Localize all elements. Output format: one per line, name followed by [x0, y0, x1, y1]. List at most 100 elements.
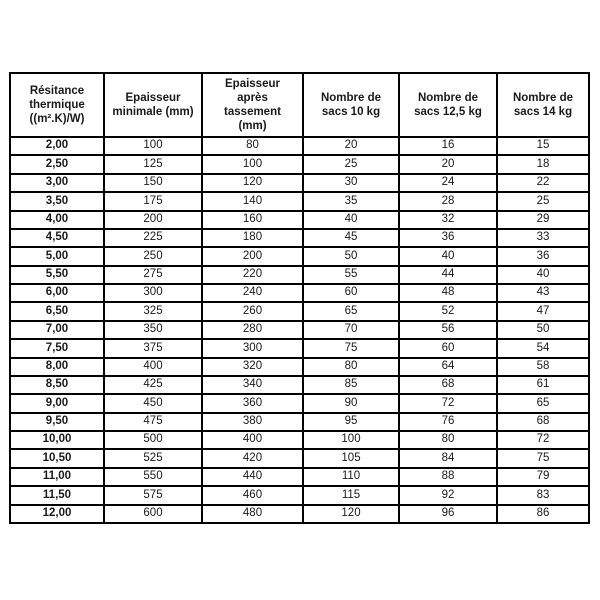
- table-cell: 32: [398, 209, 498, 230]
- table-body: 2,00 100 80 20 16 15 2,50 125 100 25 20 18 3,00 150 12…: [9, 135, 590, 524]
- table-cell: 200: [201, 246, 304, 267]
- table-cell: 250: [103, 246, 203, 267]
- table-cell: 360: [201, 393, 304, 414]
- table-row: 2,50 125 100 25 20 18: [9, 154, 590, 175]
- header-thermal-resistance: Résitance thermique ((m².K)/W): [9, 72, 105, 138]
- table-cell: 40: [496, 264, 590, 286]
- table-cell: 475: [103, 411, 203, 433]
- table-cell: 110: [302, 466, 400, 488]
- table-cell: 79: [496, 466, 590, 488]
- table-cell: 24: [398, 172, 498, 194]
- table-header-row: Résitance thermique ((m².K)/W) Epaisseur…: [9, 72, 590, 138]
- header-bags-12-5kg: Nombre de sacs 12,5 kg: [398, 72, 498, 138]
- table-cell: 200: [103, 209, 203, 230]
- table-cell: 440: [201, 466, 304, 488]
- table-cell: 92: [398, 485, 498, 506]
- table-row: 7,00 350 280 70 56 50: [9, 319, 590, 341]
- cell-thermal-resistance: 11,00: [9, 466, 105, 488]
- table-cell: 29: [496, 209, 590, 230]
- table-cell: 175: [103, 191, 203, 212]
- table-cell: 115: [302, 485, 400, 506]
- table-cell: 47: [496, 301, 590, 322]
- table-cell: 96: [398, 503, 498, 524]
- table-cell: 58: [496, 356, 590, 377]
- table-cell: 260: [201, 301, 304, 322]
- cell-thermal-resistance: 4,00: [9, 209, 105, 230]
- table-cell: 120: [302, 503, 400, 524]
- header-bags-14kg: Nombre de sacs 14 kg: [496, 72, 590, 138]
- table-cell: 550: [103, 466, 203, 488]
- table-cell: 100: [302, 429, 400, 451]
- table-row: 10,50 525 420 105 84 75: [9, 448, 590, 469]
- table-cell: 55: [302, 264, 400, 286]
- cell-thermal-resistance: 12,00: [9, 503, 105, 524]
- cell-thermal-resistance: 7,50: [9, 338, 105, 359]
- table-cell: 54: [496, 338, 590, 359]
- table-cell: 220: [201, 264, 304, 286]
- table-cell: 68: [398, 374, 498, 396]
- table-cell: 18: [496, 154, 590, 175]
- table-cell: 90: [302, 393, 400, 414]
- table-row: 10,00 500 400 100 80 72: [9, 429, 590, 451]
- table-cell: 320: [201, 356, 304, 377]
- table-cell: 25: [302, 154, 400, 175]
- table-row: 3,00 150 120 30 24 22: [9, 172, 590, 194]
- table-cell: 50: [302, 246, 400, 267]
- table-cell: 350: [103, 319, 203, 341]
- cell-thermal-resistance: 6,50: [9, 301, 105, 322]
- table-row: 6,50 325 260 65 52 47: [9, 301, 590, 322]
- table-cell: 300: [201, 338, 304, 359]
- table-cell: 60: [398, 338, 498, 359]
- table-cell: 380: [201, 411, 304, 433]
- cell-thermal-resistance: 3,50: [9, 191, 105, 212]
- table-cell: 100: [201, 154, 304, 175]
- table-cell: 36: [398, 227, 498, 249]
- table-cell: 33: [496, 227, 590, 249]
- table-cell: 40: [302, 209, 400, 230]
- table-cell: 80: [398, 429, 498, 451]
- table-cell: 88: [398, 466, 498, 488]
- table-cell: 22: [496, 172, 590, 194]
- table-cell: 140: [201, 191, 304, 212]
- table-cell: 240: [201, 282, 304, 304]
- table-cell: 84: [398, 448, 498, 469]
- table-cell: 150: [103, 172, 203, 194]
- table-row: 4,00 200 160 40 32 29: [9, 209, 590, 230]
- table-cell: 180: [201, 227, 304, 249]
- table-cell: 100: [103, 135, 203, 157]
- table-cell: 48: [398, 282, 498, 304]
- cell-thermal-resistance: 2,50: [9, 154, 105, 175]
- table-cell: 61: [496, 374, 590, 396]
- table-cell: 105: [302, 448, 400, 469]
- table-cell: 75: [496, 448, 590, 469]
- cell-thermal-resistance: 6,00: [9, 282, 105, 304]
- table-cell: 83: [496, 485, 590, 506]
- table-row: 11,00 550 440 110 88 79: [9, 466, 590, 488]
- table-cell: 43: [496, 282, 590, 304]
- table-cell: 400: [201, 429, 304, 451]
- table-cell: 76: [398, 411, 498, 433]
- table-row: 8,00 400 320 80 64 58: [9, 356, 590, 377]
- table-cell: 450: [103, 393, 203, 414]
- table-cell: 400: [103, 356, 203, 377]
- cell-thermal-resistance: 2,00: [9, 135, 105, 157]
- table-cell: 25: [496, 191, 590, 212]
- table-cell: 15: [496, 135, 590, 157]
- insulation-thickness-bags-table: Résitance thermique ((m².K)/W) Epaisseur…: [9, 72, 590, 524]
- table-cell: 30: [302, 172, 400, 194]
- cell-thermal-resistance: 11,50: [9, 485, 105, 506]
- table-cell: 68: [496, 411, 590, 433]
- table-cell: 56: [398, 319, 498, 341]
- table-cell: 65: [496, 393, 590, 414]
- table-cell: 80: [201, 135, 304, 157]
- table-row: 11,50 575 460 115 92 83: [9, 485, 590, 506]
- table-cell: 60: [302, 282, 400, 304]
- table-cell: 500: [103, 429, 203, 451]
- table-cell: 340: [201, 374, 304, 396]
- table-cell: 275: [103, 264, 203, 286]
- table-cell: 16: [398, 135, 498, 157]
- table-cell: 160: [201, 209, 304, 230]
- table-row: 9,50 475 380 95 76 68: [9, 411, 590, 433]
- cell-thermal-resistance: 3,00: [9, 172, 105, 194]
